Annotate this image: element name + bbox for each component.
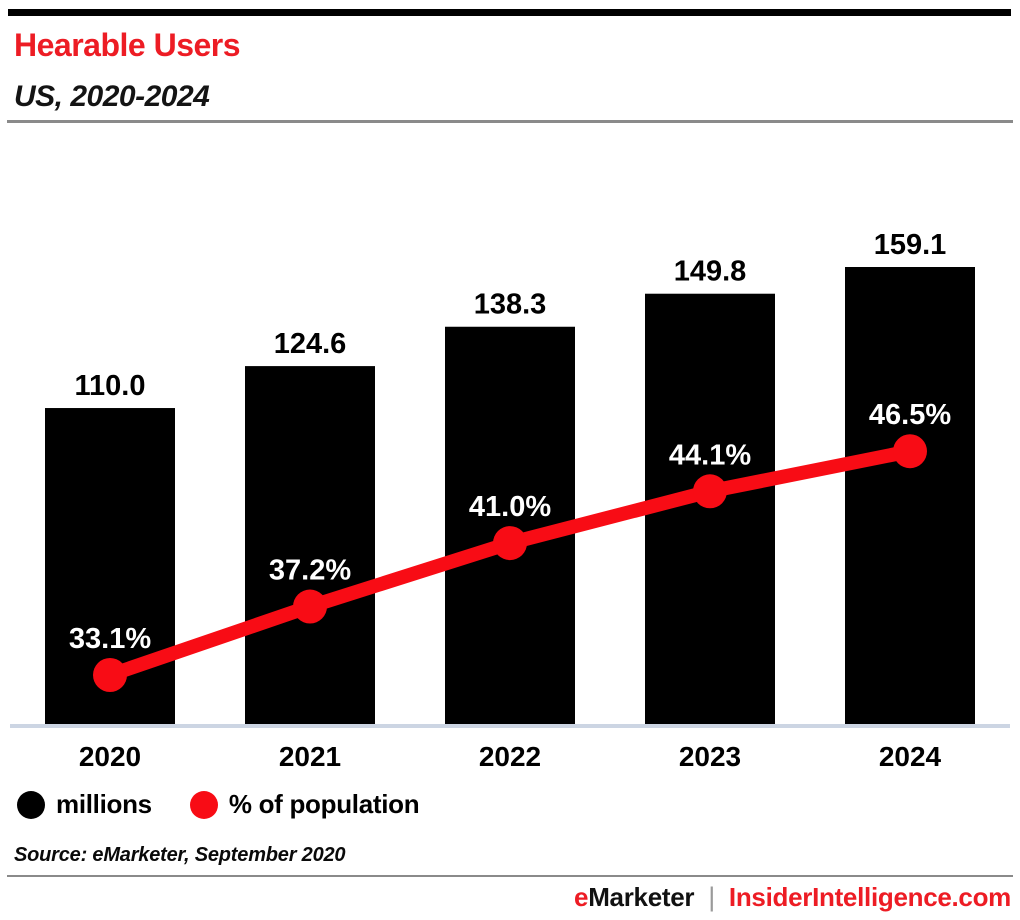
year-label-2022: 2022 <box>479 741 541 772</box>
trend-dot-2021 <box>293 589 327 624</box>
legend-label-millions: millions <box>56 789 152 819</box>
footer-divider <box>7 875 1013 877</box>
chart-legend: millions % of population <box>17 789 420 820</box>
trend-dot-2024 <box>893 434 927 469</box>
top-rule <box>8 9 1011 16</box>
trend-dot-2020 <box>93 658 127 692</box>
bar-value-label-2022: 138.3 <box>474 289 547 321</box>
chart-title: Hearable Users <box>14 27 241 63</box>
trend-dot-2023 <box>693 474 727 509</box>
footer-branding: eMarketer | InsiderIntelligence.com <box>574 882 1011 913</box>
footer-brand-emarketer: eMarketer <box>574 882 694 913</box>
footer-brand-marketer: Marketer <box>588 882 695 912</box>
legend-dot-pct-icon <box>189 790 218 819</box>
footer-site-link[interactable]: InsiderIntelligence.com <box>728 882 1011 912</box>
year-label-2021: 2021 <box>279 741 341 772</box>
bar-value-label-2020: 110.0 <box>75 370 146 402</box>
bar-2021 <box>245 366 375 724</box>
bar-value-label-2021: 124.6 <box>274 328 347 360</box>
footer-brand-e: e <box>574 882 589 912</box>
legend-dot-millions-icon <box>17 790 45 819</box>
trend-dot-2022 <box>493 526 527 561</box>
header-divider <box>7 120 1013 123</box>
bar-2024 <box>845 267 975 724</box>
year-label-2024: 2024 <box>879 741 942 772</box>
footer-separator: | <box>708 882 715 912</box>
year-label-2023: 2023 <box>679 741 741 772</box>
bar-value-label-2023: 149.8 <box>674 256 747 288</box>
legend-item-pct-of-population: % of population <box>189 789 420 820</box>
legend-label-pct: % of population <box>228 789 420 819</box>
bar-value-label-2024: 159.1 <box>874 229 947 261</box>
pct-label-2022: 41.0% <box>469 491 551 523</box>
pct-label-2024: 46.5% <box>869 399 951 431</box>
pct-label-2020: 33.1% <box>69 623 151 655</box>
year-label-2020: 2020 <box>79 741 141 772</box>
pct-label-2023: 44.1% <box>669 439 751 471</box>
legend-item-millions: millions <box>17 789 152 820</box>
chart-subtitle: US, 2020-2024 <box>14 80 210 113</box>
source-text: Source: eMarketer, September 2020 <box>14 844 346 866</box>
pct-label-2021: 37.2% <box>269 555 351 587</box>
x-axis-baseline <box>10 724 1010 728</box>
